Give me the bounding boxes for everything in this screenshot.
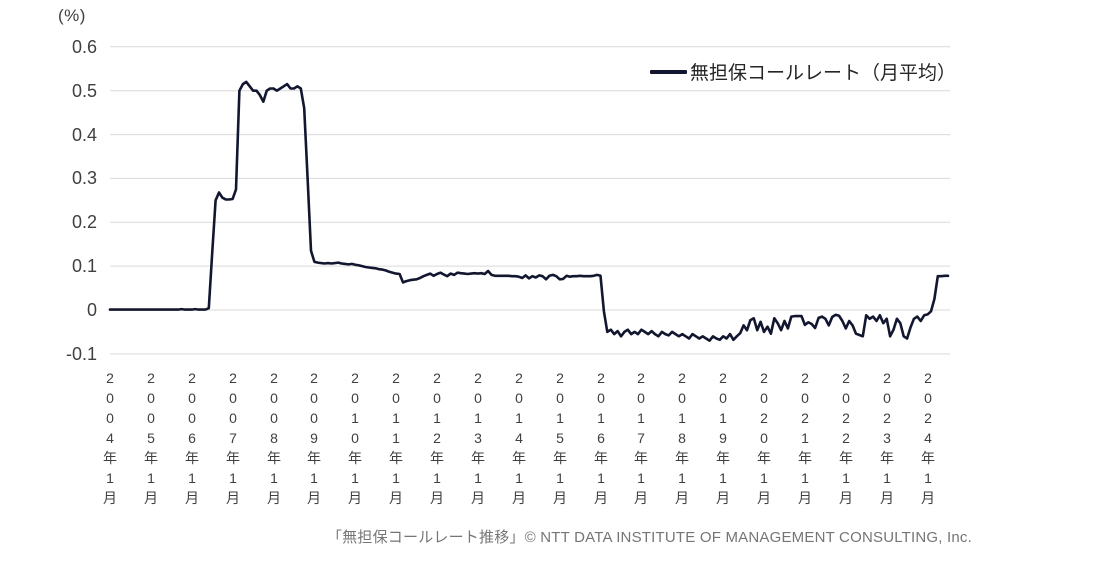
x-axis-tick-label: 2 0 0 9 年 1 月 (307, 370, 321, 506)
x-axis-tick-label: 2 0 2 3 年 1 月 (880, 370, 894, 506)
source-attribution: 「無担保コールレート推移」© NTT DATA INSTITUTE OF MAN… (327, 529, 972, 546)
x-axis-tick-label: 2 0 1 2 年 1 月 (430, 370, 444, 506)
x-axis-tick-label: 2 0 1 4 年 1 月 (512, 370, 526, 506)
y-axis-tick-label: 0.4 (71, 125, 97, 145)
x-axis-tick-label: 2 0 0 4 年 1 月 (103, 370, 117, 506)
y-axis-unit-label: (%) (58, 6, 86, 25)
x-axis-tick-label: 2 0 1 9 年 1 月 (716, 370, 730, 506)
y-axis-tick-label: 0.6 (71, 37, 97, 57)
legend: 無担保コールレート（月平均） (650, 58, 956, 85)
x-axis-tick-label: 2 0 1 0 年 1 月 (348, 370, 362, 506)
x-axis-tick-label: 2 0 0 6 年 1 月 (185, 370, 199, 506)
call-rate-line-series (108, 80, 950, 343)
x-axis-tick-label: 2 0 0 8 年 1 月 (267, 370, 281, 506)
x-axis-tick-label: 2 0 0 5 年 1 月 (144, 370, 158, 506)
x-axis-tick-label: 2 0 2 2 年 1 月 (839, 370, 853, 506)
x-axis-tick-label: 2 0 1 1 年 1 月 (389, 370, 403, 506)
x-axis-tick-label: 2 0 1 5 年 1 月 (553, 370, 567, 506)
y-axis-tick-label: 0 (86, 300, 97, 320)
y-axis-tick-label: 0.3 (71, 168, 97, 188)
x-axis-tick-label: 2 0 1 3 年 1 月 (471, 370, 485, 506)
x-axis-tick-label: 2 0 2 1 年 1 月 (798, 370, 812, 506)
y-axis-tick-label: 0.1 (71, 256, 97, 276)
legend-series-label: 無担保コールレート（月平均） (690, 63, 957, 84)
y-axis: 0.6 0.5 0.4 0.3 0.2 0.1 0 -0.1 (0, 0, 97, 564)
x-axis-tick-label: 2 0 1 6 年 1 月 (594, 370, 608, 506)
x-axis-tick-label: 2 0 0 7 年 1 月 (226, 370, 240, 506)
y-axis-tick-label: 0.5 (71, 81, 97, 101)
x-axis-tick-label: 2 0 2 4 年 1 月 (921, 370, 935, 506)
x-axis-tick-label: 2 0 1 8 年 1 月 (675, 370, 689, 506)
legend-line-swatch-icon (650, 69, 687, 74)
y-axis-tick-label: 0.2 (71, 212, 97, 232)
x-axis-tick-label: 2 0 1 7 年 1 月 (634, 370, 648, 506)
y-axis-tick-label: -0.1 (65, 344, 97, 364)
x-axis-tick-label: 2 0 2 0 年 1 月 (757, 370, 771, 506)
